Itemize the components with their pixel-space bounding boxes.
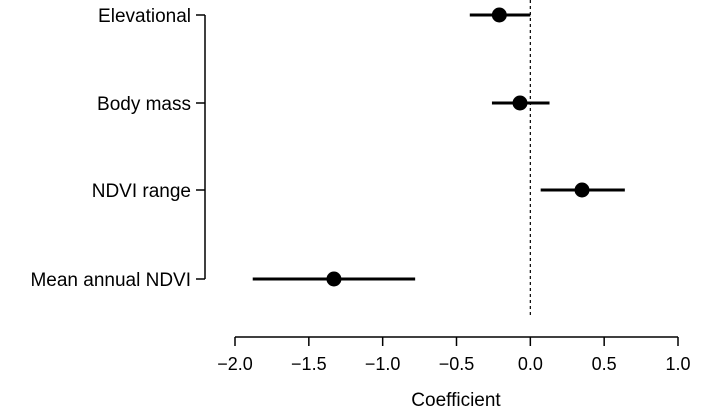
y-tick-label: Mean annual NDVI <box>30 270 191 291</box>
x-tick-label: −0.5 <box>439 354 475 374</box>
x-tick-label: 1.0 <box>665 354 690 374</box>
estimate-point <box>326 271 342 287</box>
y-axis: Elevational Body mass NDVI range Mean annua… <box>30 6 206 291</box>
x-tick-label: 0.5 <box>592 354 617 374</box>
x-tick-label: 0.0 <box>518 354 543 374</box>
x-tick-label: −1.0 <box>365 354 401 374</box>
interval-group <box>252 13 625 281</box>
estimate-point <box>491 7 507 23</box>
x-tick-label: −2.0 <box>217 354 253 374</box>
point-group <box>326 7 590 287</box>
y-tick-label: NDVI range <box>92 181 191 202</box>
estimate-point <box>512 95 528 111</box>
x-axis-title: Coefficient <box>411 390 501 411</box>
y-tick-label: Body mass <box>97 94 191 115</box>
x-tick-label: −1.5 <box>291 354 327 374</box>
x-axis: −2.0 −1.5 −1.0 −0.5 0.0 0.5 1.0 <box>217 336 691 374</box>
y-tick-label: Elevational <box>98 6 191 27</box>
estimate-point <box>574 182 590 198</box>
